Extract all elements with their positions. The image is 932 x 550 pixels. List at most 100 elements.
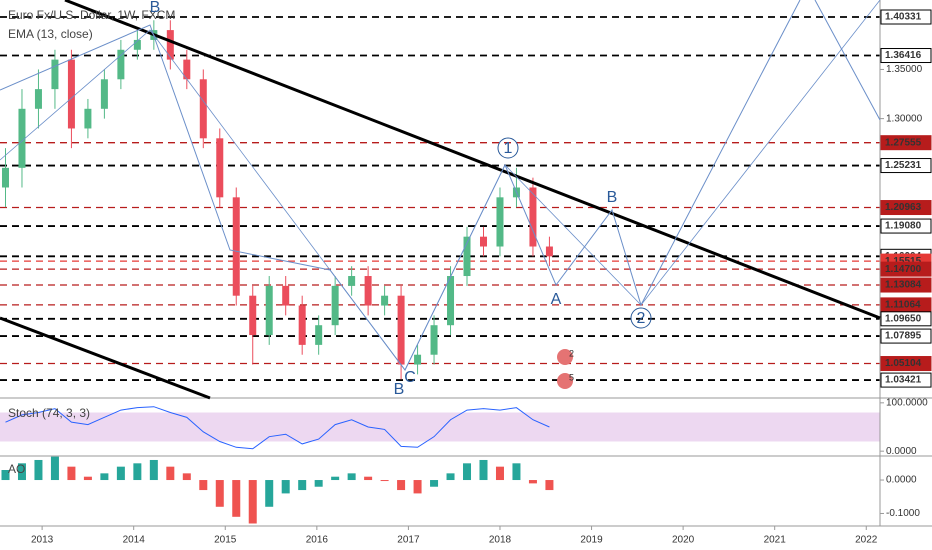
ao-bar (446, 473, 455, 481)
wave-label: B (607, 189, 618, 206)
event-count: 5 (569, 372, 574, 382)
indicator-label: EMA (13, close) (8, 27, 93, 41)
y-tick-label: 0.0000 (886, 475, 917, 486)
ao-bar (83, 476, 92, 481)
candle-body (447, 276, 455, 326)
ao-bar (528, 480, 537, 484)
level-label: 1.20963 (885, 202, 922, 213)
ao-bar (116, 466, 125, 481)
x-tick-label: 2015 (214, 535, 237, 546)
candle-body (84, 108, 92, 129)
wave-label: A (551, 291, 562, 308)
y-tick-label: 100.0000 (886, 397, 928, 408)
level-label: 1.25231 (885, 160, 922, 171)
wave-projection (0, 0, 881, 371)
event-icon[interactable] (557, 349, 573, 365)
candle-body (430, 325, 438, 355)
candle-body (232, 197, 240, 296)
wave-label: 2 (637, 310, 646, 327)
candle-body (117, 49, 125, 80)
ao-bar (34, 459, 43, 481)
y-tick-label: 1.30000 (886, 113, 923, 124)
ao-bar (50, 456, 59, 481)
wave-label: C (404, 369, 416, 386)
level-label: 1.03421 (885, 375, 922, 386)
wave-projection (814, 0, 881, 121)
level-label: 1.40331 (885, 12, 922, 23)
candle-body (34, 89, 42, 109)
level-label: 1.14700 (885, 264, 922, 275)
candle-body (67, 59, 75, 129)
stoch-title: Stoch (74, 3, 3) (8, 406, 90, 420)
ao-bar (314, 480, 323, 487)
wave-label: 1 (504, 140, 513, 157)
candle-body (183, 59, 191, 80)
candle-body (298, 305, 306, 345)
level-label-box (880, 261, 932, 277)
candle-body (496, 197, 504, 247)
ao-bar (17, 463, 26, 481)
ao-bar (397, 480, 406, 491)
level-label-box (880, 158, 932, 174)
candle-body (463, 236, 471, 277)
ao-bar (232, 480, 241, 517)
stoch-line (5, 406, 550, 450)
candle-body (364, 276, 372, 306)
candle-body (249, 295, 257, 336)
candle-body (1, 167, 9, 188)
ao-title: AO (8, 462, 25, 476)
candle-body (381, 295, 389, 306)
x-tick-label: 2020 (672, 535, 695, 546)
level-label-box (880, 200, 932, 216)
stoch-band (0, 412, 880, 442)
x-tick-label: 2019 (580, 535, 603, 546)
candle-body (51, 59, 59, 90)
candle-body (331, 285, 339, 326)
x-tick-label: 2018 (489, 535, 512, 546)
ao-bar (199, 480, 208, 491)
ao-bar (463, 463, 472, 481)
x-tick-label: 2022 (855, 535, 878, 546)
candle-body (414, 354, 422, 365)
candle-body (133, 39, 141, 50)
level-label-box (880, 356, 932, 372)
level-label: 1.27555 (885, 137, 922, 148)
ao-bar (298, 480, 307, 491)
y-tick-label: 1.35000 (886, 64, 923, 75)
level-label: 1.19080 (885, 221, 922, 232)
trend-line (0, 316, 211, 400)
ao-bar (182, 473, 191, 481)
ao-bar (347, 473, 356, 481)
ao-bar (495, 466, 504, 481)
ao-bar (100, 473, 109, 481)
candle-body (479, 236, 487, 247)
plot-layer: 1.40331 1.36416 1.27555 1.25231 1.20963 1.190… (0, 9, 932, 546)
level-label-box (880, 135, 932, 151)
chart-title: Euro Fx/U.S. Dollar, 1W, FXCM (8, 8, 175, 22)
ao-bar (215, 480, 224, 507)
event-icon[interactable] (557, 373, 573, 389)
ao-bar (512, 463, 521, 481)
ao-bar (331, 476, 340, 481)
x-tick-label: 2021 (764, 535, 787, 546)
level-label: 1.13084 (885, 280, 922, 291)
level-label-box (880, 311, 932, 327)
ao-bar (166, 466, 175, 481)
x-tick-label: 2013 (31, 535, 54, 546)
x-tick-label: 2014 (123, 535, 146, 546)
ao-bar (380, 480, 389, 482)
candle-body (216, 138, 224, 198)
candle-body (18, 108, 26, 168)
x-tick-label: 2016 (306, 535, 329, 546)
level-label: 1.09650 (885, 313, 922, 324)
wave-circle (630, 307, 652, 329)
candle-body (166, 30, 174, 60)
ao-bar (248, 480, 257, 524)
ao-bar (67, 466, 76, 481)
trend-line (64, 0, 881, 320)
level-label-box (880, 372, 932, 388)
ao-bar (149, 459, 158, 481)
wave-label: B (150, 0, 161, 16)
level-label: 1.15515 (885, 256, 922, 267)
